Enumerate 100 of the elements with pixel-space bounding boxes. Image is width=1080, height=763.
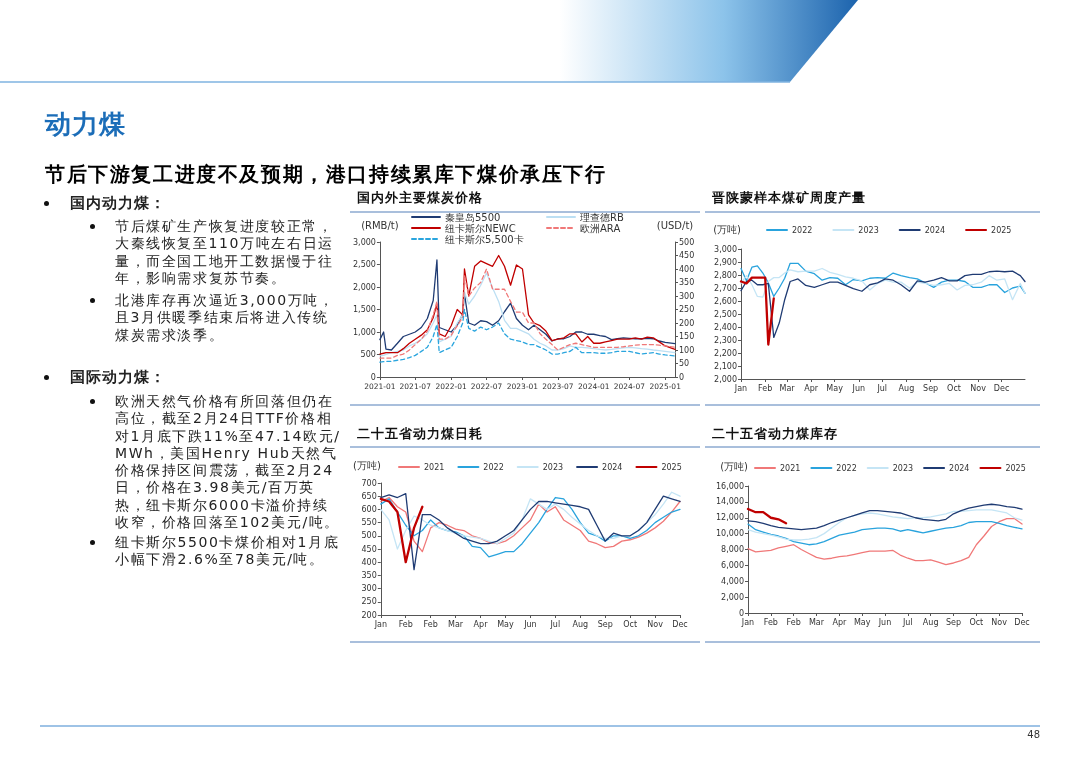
y-tick-label: 300: [361, 584, 377, 594]
y2-tick-label: 400: [679, 264, 695, 274]
legend-label: 2023: [858, 225, 879, 235]
line-series: [747, 517, 1023, 566]
y2-tick-label: 100: [679, 345, 695, 355]
x-tick-label: Feb: [763, 617, 778, 627]
chart-title: 二十五省动力煤日耗: [357, 426, 483, 442]
y-tick-label: 8,000: [721, 545, 744, 554]
y-tick-label: 0: [370, 372, 376, 382]
chart-title: 国内外主要煤炭价格: [357, 190, 483, 206]
text: 纽卡斯尔5500卡煤价相对1月底小幅下滑2.6%至78美元/吨。: [115, 534, 341, 569]
x-tick-label: Sep: [597, 619, 613, 629]
x-tick-label: Oct: [947, 383, 961, 393]
y2-tick-label: 250: [679, 305, 695, 314]
y2-tick-label: 50: [679, 359, 690, 368]
text: 动力煤: [45, 108, 126, 140]
x-tick-label: May: [826, 383, 844, 393]
y-tick-label: 2,000: [353, 282, 376, 292]
x-tick-label: Apr: [473, 619, 489, 629]
legend-label: 欧洲ARA: [580, 222, 621, 234]
y2-tick-label: 300: [679, 291, 695, 301]
y-axis-title: (万吨): [352, 459, 381, 471]
line-series: [379, 308, 676, 363]
legend-label: 2025: [1005, 463, 1026, 473]
x-tick-label: Feb: [758, 383, 773, 393]
x-tick-label: Feb: [423, 619, 438, 629]
y-tick-label: 2,700: [714, 283, 737, 293]
x-tick-label: Jun: [851, 383, 866, 393]
x-tick-label: Nov: [991, 617, 1008, 627]
legend-label: 2023: [542, 462, 564, 472]
y-tick-label: 2,400: [714, 322, 737, 332]
x-tick-label: May: [853, 617, 871, 627]
legend-label: 2024: [949, 463, 970, 473]
y-tick-label: 650: [361, 491, 377, 501]
y2-tick-label: 500: [679, 237, 695, 247]
y-axis-title: (RMB/t): [361, 219, 399, 231]
x-tick-label: Aug: [922, 617, 939, 627]
x-tick-label: Apr: [832, 617, 847, 627]
y-tick-label: 1,500: [353, 305, 376, 314]
legend-label: 2022: [483, 462, 504, 472]
x-tick-label: Dec: [672, 619, 688, 629]
legend-label: 2024: [602, 462, 623, 472]
x-tick-label: Apr: [804, 383, 819, 393]
y-tick-label: 250: [361, 597, 377, 607]
line-series: [380, 492, 681, 571]
y-tick-label: 3,000: [714, 244, 737, 254]
x-tick-label: Jan: [733, 383, 748, 393]
x-tick-label: Nov: [647, 619, 664, 629]
x-tick-label: Dec: [993, 383, 1010, 393]
y-tick-label: 2,000: [721, 592, 744, 602]
x-tick-label: Oct: [623, 619, 638, 629]
legend-label: 2024: [924, 225, 946, 235]
text: 国内动力煤：: [70, 194, 167, 212]
chart-title: 二十五省动力煤库存: [712, 426, 838, 442]
y-tick-label: 400: [361, 557, 377, 567]
x-tick-label: Mar: [808, 617, 825, 627]
line-series: [740, 270, 1026, 339]
x-tick-label: Mar: [448, 619, 464, 629]
x-tick-label: Oct: [969, 617, 984, 627]
legend-label: 纽卡斯尔5,500卡: [445, 233, 524, 245]
y2-tick-label: 200: [679, 318, 695, 328]
y-tick-label: 200: [361, 610, 377, 620]
y-tick-label: 450: [361, 544, 377, 554]
y-tick-label: 2,000: [714, 374, 737, 384]
line-series: [747, 521, 1023, 546]
y-tick-label: 2,500: [353, 260, 376, 269]
y2-axis-title: (USD/t): [656, 219, 694, 231]
y-tick-label: 14,000: [716, 497, 744, 507]
legend-label: 2021: [780, 463, 801, 473]
x-tick-label: Feb: [398, 619, 413, 629]
y-tick-label: 1,000: [353, 327, 376, 337]
y-tick-label: 3,000: [353, 237, 376, 247]
legend-label: 纽卡斯尔NEWC: [445, 222, 516, 234]
legend-label: 2023: [892, 463, 914, 473]
legend-label: 2022: [792, 225, 813, 235]
y2-tick-label: 450: [679, 251, 695, 260]
chart-title: 晋陕蒙样本煤矿周度产量: [712, 190, 866, 206]
y-tick-label: 2,300: [714, 335, 737, 345]
y2-tick-label: 0: [679, 372, 685, 382]
y-tick-label: 6,000: [721, 560, 744, 570]
y-tick-label: 500: [361, 531, 377, 541]
y-tick-label: 600: [361, 504, 377, 514]
x-tick-label: Sep: [945, 617, 962, 627]
line-series: [747, 509, 1023, 541]
y-tick-label: 500: [360, 350, 376, 359]
y-tick-label: 0: [738, 608, 744, 618]
y-tick-label: 16,000: [716, 481, 744, 491]
legend-label: 2022: [836, 463, 857, 473]
y-tick-label: 10,000: [716, 529, 744, 539]
y-tick-label: 550: [361, 518, 377, 528]
legend-label: 秦皇岛5500: [445, 211, 501, 223]
x-tick-label: Sep: [923, 383, 939, 393]
x-tick-label: Dec: [1014, 617, 1030, 627]
text: 节后下游复工进度不及预期，港口持续累库下煤价承压下行: [45, 161, 607, 187]
line-series: [747, 503, 1023, 531]
line-series: [739, 276, 775, 346]
line-series: [746, 507, 788, 525]
y-tick-label: 350: [361, 570, 377, 580]
x-tick-label: Aug: [898, 383, 915, 393]
text: 48: [1027, 729, 1040, 740]
